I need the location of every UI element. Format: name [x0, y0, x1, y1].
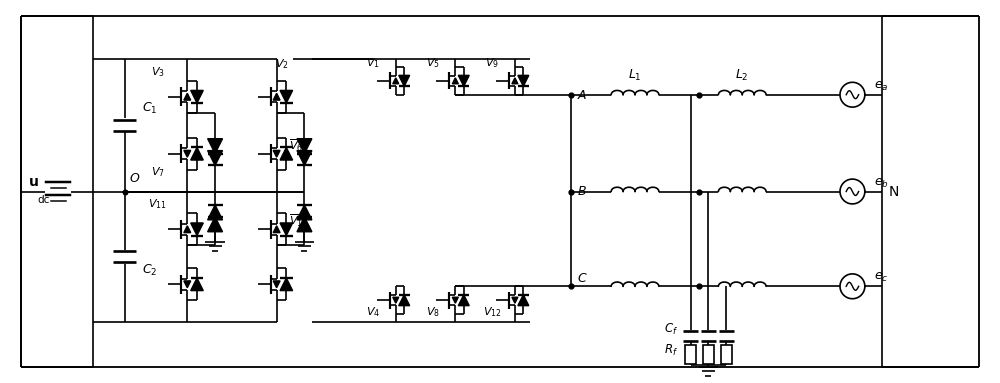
Text: $V_{11}$: $V_{11}$: [148, 197, 167, 211]
Text: $V_4$: $V_4$: [366, 305, 380, 319]
Polygon shape: [512, 78, 518, 84]
Text: $e_a$: $e_a$: [874, 80, 889, 93]
Polygon shape: [452, 78, 458, 84]
Text: O: O: [130, 172, 140, 185]
Polygon shape: [184, 281, 191, 288]
Text: C: C: [577, 272, 586, 285]
Polygon shape: [273, 226, 280, 232]
Text: $R_f$: $R_f$: [664, 343, 678, 358]
Polygon shape: [208, 205, 223, 220]
Polygon shape: [184, 226, 191, 232]
Text: N: N: [888, 185, 899, 198]
Polygon shape: [393, 78, 399, 84]
Polygon shape: [184, 93, 191, 100]
Polygon shape: [273, 93, 280, 100]
Text: A: A: [577, 89, 586, 101]
Polygon shape: [208, 139, 223, 154]
Text: $V_1$: $V_1$: [366, 56, 380, 70]
Polygon shape: [280, 278, 293, 291]
Text: $V_9$: $V_9$: [485, 56, 499, 70]
Text: $V_5$: $V_5$: [426, 56, 439, 70]
Polygon shape: [512, 297, 518, 303]
Polygon shape: [280, 147, 293, 160]
Text: $C_1$: $C_1$: [142, 101, 157, 116]
Polygon shape: [280, 90, 293, 103]
Polygon shape: [297, 151, 312, 165]
Polygon shape: [399, 295, 410, 306]
Text: $e_c$: $e_c$: [874, 271, 889, 285]
Text: $V_{12}$: $V_{12}$: [483, 305, 501, 319]
Text: $L_1$: $L_1$: [628, 68, 642, 83]
Text: $e_b$: $e_b$: [874, 177, 889, 190]
Polygon shape: [273, 151, 280, 157]
Text: $\mathbf{u}$: $\mathbf{u}$: [28, 175, 39, 188]
Polygon shape: [208, 217, 223, 232]
Bar: [721, 345, 732, 364]
Polygon shape: [191, 90, 203, 103]
Polygon shape: [458, 295, 469, 306]
Polygon shape: [393, 297, 399, 303]
Text: $L_2$: $L_2$: [735, 68, 749, 83]
Text: B: B: [577, 185, 586, 198]
Polygon shape: [518, 75, 529, 86]
Text: $\overline{V}_6$: $\overline{V}_6$: [289, 137, 303, 154]
Text: $C_2$: $C_2$: [142, 263, 157, 278]
Text: dc: dc: [37, 195, 50, 205]
Text: $V_2$: $V_2$: [275, 57, 288, 71]
Text: $\overline{V}_{10}$: $\overline{V}_{10}$: [289, 213, 308, 229]
Polygon shape: [191, 223, 203, 236]
Polygon shape: [191, 147, 203, 160]
Polygon shape: [208, 151, 223, 165]
Polygon shape: [297, 205, 312, 220]
Polygon shape: [191, 278, 203, 291]
Polygon shape: [184, 151, 191, 157]
Polygon shape: [458, 75, 469, 86]
Polygon shape: [273, 281, 280, 288]
Polygon shape: [297, 217, 312, 232]
Polygon shape: [452, 297, 458, 303]
Polygon shape: [399, 75, 410, 86]
Bar: [685, 345, 696, 364]
Bar: [703, 345, 714, 364]
Polygon shape: [280, 223, 293, 236]
Polygon shape: [518, 295, 529, 306]
Text: $C_f$: $C_f$: [664, 322, 678, 337]
Polygon shape: [297, 139, 312, 154]
Text: $V_8$: $V_8$: [426, 305, 439, 319]
Text: $V_7$: $V_7$: [151, 165, 164, 179]
Text: $V_3$: $V_3$: [151, 65, 164, 79]
